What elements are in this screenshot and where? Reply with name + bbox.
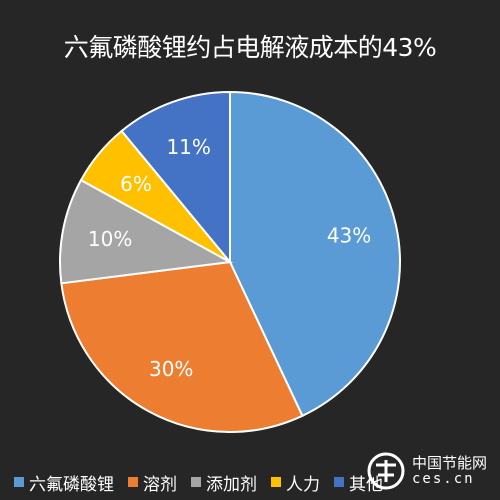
watermark-text-cn: 中国节能网: [412, 453, 488, 472]
legend-item-2: 添加剂: [191, 470, 257, 495]
legend-swatch-1: [128, 477, 138, 487]
legend-label-2: 添加剂: [206, 474, 257, 495]
legend-swatch-2: [191, 477, 201, 487]
pie-slice-4: [120, 90, 231, 265]
pie-slice-1: [60, 260, 304, 433]
pie-label-1: 30%: [149, 357, 193, 381]
pie-slices: [59, 90, 401, 433]
watermark-logo-icon: [367, 452, 405, 490]
pie-slice-2: [59, 178, 234, 285]
legend-swatch-0: [14, 477, 24, 487]
legend-item-3: 人力: [271, 470, 320, 495]
legend-label-1: 溶剂: [143, 474, 177, 495]
legend-swatch-3: [271, 477, 281, 487]
legend-item-1: 溶剂: [128, 470, 177, 495]
watermark: 中国节能网 ces.cn: [366, 446, 500, 496]
legend-swatch-4: [334, 477, 344, 487]
pie-slice-0: [229, 90, 401, 418]
pie-label-2: 10%: [88, 227, 132, 251]
legend-label-4: 其他: [349, 474, 383, 495]
pie-labels: 43% 30% 10% 6% 11%: [88, 135, 371, 381]
legend-item-0: 六氟磷酸锂: [14, 470, 114, 495]
pie-label-4: 11%: [166, 135, 210, 159]
chart-title: 六氟磷酸锂约占电解液成本的43%: [63, 33, 437, 62]
legend: 六氟磷酸锂 溶剂 添加剂 人力 其他: [14, 468, 500, 496]
watermark-text-en: ces.cn: [412, 470, 475, 487]
legend-label-0: 六氟磷酸锂: [29, 474, 114, 495]
legend-item-4: 其他: [334, 470, 383, 495]
pie-label-0: 43%: [327, 223, 371, 247]
legend-label-3: 人力: [286, 474, 320, 495]
pie-label-3: 6%: [120, 172, 152, 196]
